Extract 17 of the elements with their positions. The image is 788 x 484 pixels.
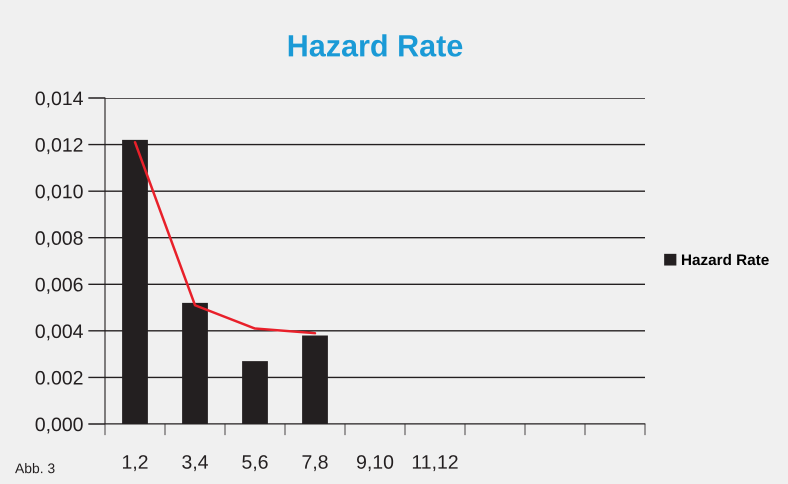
x-tick-label: 5,6 (242, 455, 268, 472)
y-tick-label: 0,006 (36, 278, 83, 294)
legend-label: Hazard Rate (682, 254, 769, 266)
y-tick-label: 0,012 (36, 138, 82, 154)
y-tick-label: 0.002 (36, 370, 82, 385)
x-tick-label: 7,8 (302, 455, 328, 472)
y-tick-label: 0,008 (36, 231, 83, 248)
caption: Abb. 3 (15, 463, 55, 474)
y-tick-label: 0,000 (36, 417, 83, 434)
y-tick-label: 0,010 (36, 184, 83, 201)
y-tick-label: 0,004 (36, 324, 83, 340)
x-tick-label: 9,10 (356, 455, 394, 472)
x-tick-label: 1,2 (122, 455, 148, 472)
y-tick-label: 0,014 (36, 91, 83, 108)
chart-title: Hazard Rate (288, 34, 462, 57)
x-tick-label: 3,4 (182, 455, 208, 472)
x-tick-label: 11,12 (412, 455, 458, 472)
